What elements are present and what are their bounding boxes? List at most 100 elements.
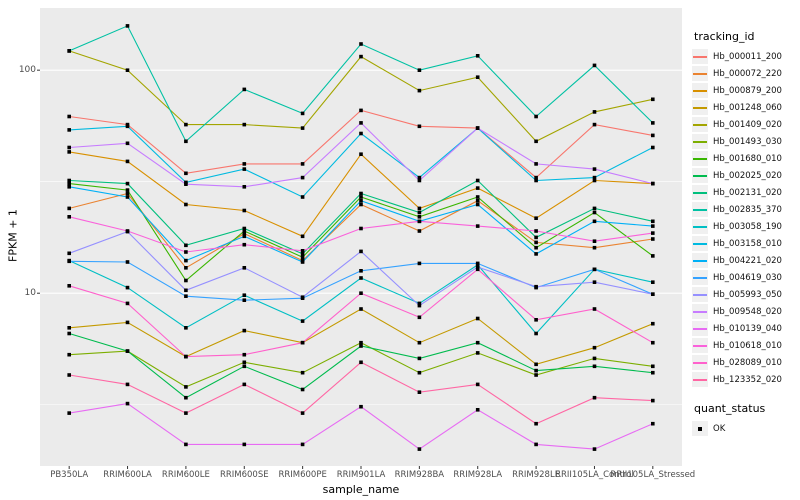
data-point[interactable] xyxy=(417,447,422,451)
data-point[interactable] xyxy=(534,373,538,377)
data-point[interactable] xyxy=(242,442,247,447)
data-point[interactable] xyxy=(592,364,597,369)
data-point[interactable] xyxy=(300,387,305,392)
data-point[interactable] xyxy=(67,178,71,183)
data-point[interactable] xyxy=(359,226,363,231)
data-point[interactable] xyxy=(184,326,188,330)
data-point[interactable] xyxy=(67,206,71,211)
data-point[interactable] xyxy=(417,301,422,306)
data-point[interactable] xyxy=(534,175,538,180)
data-point[interactable] xyxy=(359,108,363,113)
data-point[interactable] xyxy=(417,356,422,361)
legend-item-Hb_000072_220[interactable]: Hb_000072_220 xyxy=(692,65,798,82)
data-point[interactable] xyxy=(475,267,480,272)
data-point[interactable] xyxy=(184,385,188,389)
legend-item-Hb_010618_010[interactable]: Hb_010618_010 xyxy=(692,337,798,354)
data-point[interactable] xyxy=(534,368,538,373)
data-point[interactable] xyxy=(475,202,480,207)
data-point[interactable] xyxy=(242,382,247,387)
data-point[interactable] xyxy=(125,68,130,72)
data-point[interactable] xyxy=(242,242,247,247)
data-point[interactable] xyxy=(300,195,305,199)
data-point[interactable] xyxy=(651,121,655,125)
data-point[interactable] xyxy=(534,245,538,250)
data-point[interactable] xyxy=(125,382,130,387)
data-point[interactable] xyxy=(359,195,363,199)
data-point[interactable] xyxy=(359,131,363,136)
data-point[interactable] xyxy=(534,331,538,336)
data-point[interactable] xyxy=(534,362,538,367)
data-point[interactable] xyxy=(475,340,480,345)
data-point[interactable] xyxy=(359,121,363,125)
data-point[interactable] xyxy=(67,352,71,357)
data-point[interactable] xyxy=(417,229,422,233)
legend-item-Hb_002835_370[interactable]: Hb_002835_370 xyxy=(692,201,798,218)
data-point[interactable] xyxy=(592,356,597,361)
data-point[interactable] xyxy=(125,191,130,196)
data-point[interactable] xyxy=(242,364,247,369)
data-point[interactable] xyxy=(125,301,130,306)
data-point[interactable] xyxy=(417,178,422,183)
data-point[interactable] xyxy=(417,215,422,219)
data-point[interactable] xyxy=(417,315,422,320)
legend-item-Hb_000011_200[interactable]: Hb_000011_200 xyxy=(692,48,798,65)
data-point[interactable] xyxy=(125,188,130,192)
data-point[interactable] xyxy=(184,139,188,144)
data-point[interactable] xyxy=(592,267,597,272)
data-point[interactable] xyxy=(651,254,655,258)
data-point[interactable] xyxy=(125,24,130,28)
data-point[interactable] xyxy=(67,326,71,330)
data-point[interactable] xyxy=(417,68,422,72)
data-point[interactable] xyxy=(67,150,71,154)
data-point[interactable] xyxy=(592,345,597,350)
data-point[interactable] xyxy=(359,276,363,280)
data-point[interactable] xyxy=(359,152,363,156)
data-point[interactable] xyxy=(651,398,655,403)
data-point[interactable] xyxy=(651,181,655,186)
data-point[interactable] xyxy=(592,219,597,224)
legend-item-Hb_002025_020[interactable]: Hb_002025_020 xyxy=(692,167,798,184)
legend-item-Hb_001409_020[interactable]: Hb_001409_020 xyxy=(692,116,798,133)
legend-item-Hb_002131_020[interactable]: Hb_002131_020 xyxy=(692,184,798,201)
data-point[interactable] xyxy=(651,370,655,375)
data-point[interactable] xyxy=(417,206,422,211)
data-point[interactable] xyxy=(125,159,130,164)
data-point[interactable] xyxy=(184,202,188,207)
data-point[interactable] xyxy=(300,126,305,130)
data-point[interactable] xyxy=(242,162,247,166)
data-point[interactable] xyxy=(417,124,422,129)
data-point[interactable] xyxy=(651,219,655,224)
data-point[interactable] xyxy=(125,349,130,353)
data-point[interactable] xyxy=(651,237,655,241)
data-point[interactable] xyxy=(534,216,538,220)
data-point[interactable] xyxy=(184,288,188,293)
data-point[interactable] xyxy=(651,292,655,296)
data-point[interactable] xyxy=(417,303,422,308)
data-point[interactable] xyxy=(651,224,655,228)
data-point[interactable] xyxy=(67,411,71,415)
data-point[interactable] xyxy=(417,88,422,93)
data-point[interactable] xyxy=(242,293,247,297)
data-point[interactable] xyxy=(300,411,305,415)
data-point[interactable] xyxy=(300,111,305,116)
data-point[interactable] xyxy=(242,352,247,357)
legend-item-Hb_028089_010[interactable]: Hb_028089_010 xyxy=(692,354,798,371)
legend-item-Hb_001248_060[interactable]: Hb_001248_060 xyxy=(692,99,798,116)
data-point[interactable] xyxy=(359,249,363,254)
data-point[interactable] xyxy=(300,260,305,264)
data-point[interactable] xyxy=(300,319,305,323)
data-point[interactable] xyxy=(242,167,247,171)
data-point[interactable] xyxy=(475,382,480,387)
data-point[interactable] xyxy=(359,202,363,207)
data-point[interactable] xyxy=(534,114,538,119)
data-point[interactable] xyxy=(651,133,655,138)
data-point[interactable] xyxy=(359,344,363,348)
data-point[interactable] xyxy=(417,175,422,180)
data-point[interactable] xyxy=(67,114,71,119)
data-point[interactable] xyxy=(475,265,480,269)
data-point[interactable] xyxy=(67,145,71,150)
legend-item-Hb_004619_030[interactable]: Hb_004619_030 xyxy=(692,269,798,286)
data-point[interactable] xyxy=(125,124,130,129)
data-point[interactable] xyxy=(475,126,480,130)
data-point[interactable] xyxy=(242,87,247,92)
